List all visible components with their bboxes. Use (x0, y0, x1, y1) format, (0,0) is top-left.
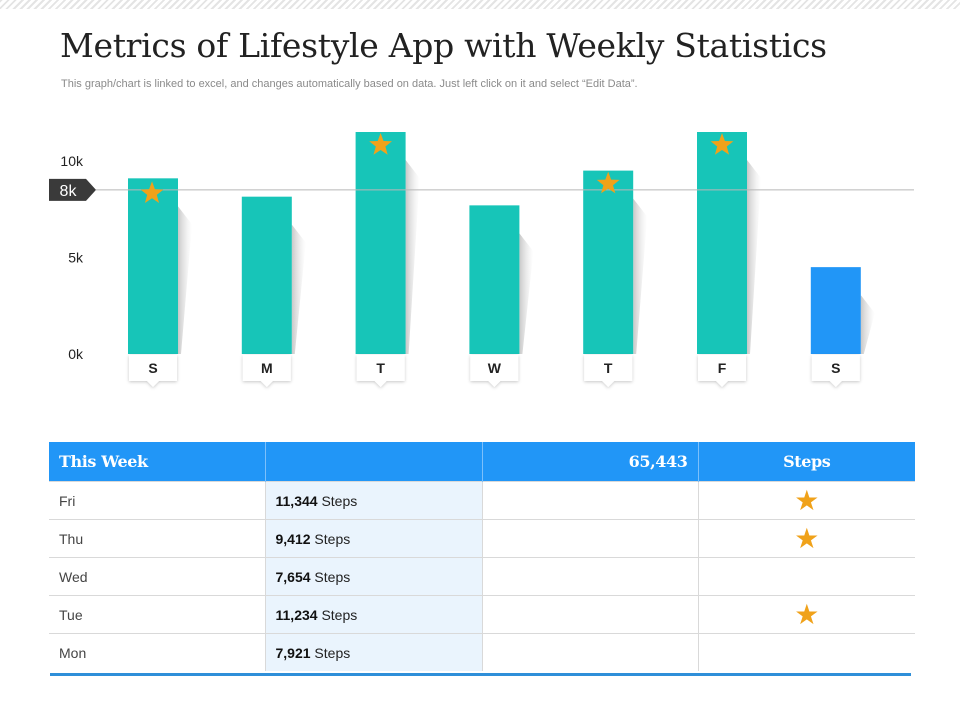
table-row: Mon 7,921 Steps (49, 633, 915, 671)
steps-count: 9,412 (275, 530, 311, 547)
steps-unit: Steps (310, 644, 351, 661)
y-tick-label: 0k (68, 346, 84, 362)
steps-unit: Steps (310, 568, 351, 585)
empty-cell (482, 595, 699, 634)
bar (583, 170, 634, 354)
bar (241, 196, 292, 354)
bar (469, 205, 520, 354)
decorative-top-stripe (0, 0, 960, 9)
steps-count: 11,234 (275, 606, 318, 623)
table-row: Fri 11,344 Steps ★ (49, 481, 915, 520)
category-label: T (376, 360, 385, 376)
category-label: S (831, 360, 840, 376)
steps-cell: 11,344 Steps (265, 481, 483, 520)
target-marker-shape (49, 178, 96, 201)
bar (355, 132, 406, 354)
steps-unit: Steps (317, 492, 358, 509)
star-icon (698, 557, 915, 596)
day-cell: Fri (49, 481, 266, 520)
day-cell: Wed (49, 557, 266, 596)
star-icon (369, 133, 392, 155)
table-row: Tue 11,234 Steps ★ (49, 595, 915, 634)
day-cell: Mon (49, 633, 266, 671)
steps-cell: 7,654 Steps (265, 557, 483, 596)
day-cell: Tue (49, 595, 266, 634)
bar-shadow (519, 233, 534, 354)
table-row: Wed 7,654 Steps (49, 557, 915, 596)
star-icon: ★ (698, 481, 915, 520)
weekly-steps-table: This Week 65,443 Steps Fri 11,344 Steps … (49, 442, 915, 671)
table-header-total: 65,443 (482, 442, 699, 482)
category-label-box (811, 355, 860, 387)
bar-shadow (291, 224, 306, 354)
bar-shadow (178, 206, 192, 354)
table-row: Thu 9,412 Steps ★ (49, 519, 915, 558)
category-label: T (604, 360, 613, 376)
steps-count: 7,654 (275, 568, 311, 585)
empty-cell (482, 557, 699, 596)
category-label-box (698, 355, 746, 387)
steps-unit: Steps (310, 530, 351, 547)
table-header-label: This Week (49, 442, 266, 482)
star-icon (710, 133, 734, 155)
star-icon: ★ (698, 595, 915, 634)
category-label-box (470, 355, 519, 387)
weekly-steps-bar-chart: 8k 0k 5k 10k S M T W T F S (49, 132, 914, 387)
category-label: S (148, 360, 157, 376)
target-marker-label: 8k (60, 183, 78, 200)
table-header-unit: Steps (698, 442, 915, 482)
star-icon (596, 171, 620, 194)
steps-cell: 11,234 Steps (265, 595, 483, 634)
day-cell: Thu (49, 519, 266, 558)
bar (697, 132, 747, 354)
bar-shadow (747, 160, 761, 354)
bar (128, 178, 178, 354)
steps-cell: 7,921 Steps (265, 633, 483, 671)
target-marker: 8k (49, 178, 96, 201)
y-tick-label: 5k (68, 249, 84, 265)
y-tick-label: 10k (60, 153, 84, 169)
steps-count: 7,921 (275, 644, 311, 661)
bar (810, 267, 861, 354)
star-icon: ★ (698, 519, 915, 558)
page-subtitle: This graph/chart is linked to excel, and… (61, 78, 638, 90)
steps-unit: Steps (317, 606, 358, 623)
steps-count: 11,344 (275, 492, 318, 509)
table-header-row: This Week 65,443 Steps (49, 442, 915, 482)
steps-cell: 9,412 Steps (265, 519, 483, 558)
category-label-box (356, 355, 405, 387)
empty-cell (482, 481, 699, 520)
bar-shadow (860, 295, 875, 354)
table-bottom-border (50, 673, 911, 676)
empty-cell (482, 633, 699, 671)
page-title: Metrics of Lifestyle App with Weekly Sta… (60, 26, 827, 65)
category-label: M (261, 360, 273, 376)
category-label: W (488, 360, 502, 376)
category-label-box (129, 355, 177, 387)
table-header-empty (265, 442, 483, 482)
category-label: F (718, 360, 727, 376)
bar-shadow (633, 198, 648, 354)
star-icon (698, 633, 915, 671)
bar-shadow (405, 160, 420, 354)
category-label-box (584, 355, 633, 387)
category-label-box (242, 355, 291, 387)
empty-cell (482, 519, 699, 558)
star-icon (140, 181, 164, 203)
